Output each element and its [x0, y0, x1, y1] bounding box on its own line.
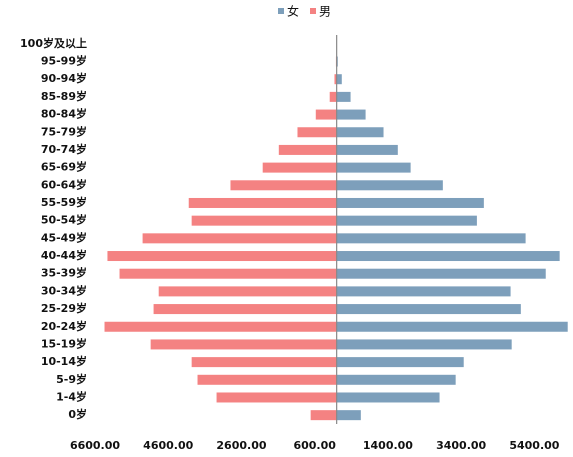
- y-tick-label: 25-29岁: [41, 301, 87, 315]
- bar: [297, 127, 337, 138]
- bar: [336, 268, 546, 279]
- bar: [336, 304, 521, 315]
- y-tick-label: 55-59岁: [41, 195, 87, 209]
- bar: [336, 410, 361, 421]
- bar: [336, 127, 384, 138]
- y-tick-label: 80-84岁: [41, 107, 87, 121]
- bar: [230, 180, 337, 191]
- legend-swatch: [278, 8, 284, 14]
- y-tick-label: 90-94岁: [41, 71, 87, 85]
- bar: [150, 339, 337, 350]
- bar: [191, 215, 337, 226]
- y-tick-label: 70-74岁: [41, 142, 87, 156]
- bar: [104, 321, 337, 332]
- bar: [336, 74, 342, 85]
- bar: [336, 109, 366, 120]
- x-tick-label: 5400.00: [509, 439, 559, 452]
- x-tick-label: 4600.00: [143, 439, 193, 452]
- bar: [336, 357, 464, 368]
- y-tick-label: 5-9岁: [56, 372, 87, 386]
- y-tick-label: 75-79岁: [41, 124, 87, 138]
- legend-label: 男: [319, 5, 331, 19]
- bar: [188, 197, 337, 208]
- bar: [336, 392, 440, 403]
- y-tick-label: 60-64岁: [41, 177, 87, 191]
- y-tick-label: 85-89岁: [41, 89, 87, 103]
- bar: [191, 357, 337, 368]
- y-tick-label: 0岁: [68, 407, 87, 421]
- y-tick-label: 50-54岁: [41, 213, 87, 227]
- y-tick-label: 15-19岁: [41, 336, 87, 350]
- bar: [336, 251, 560, 262]
- bar: [216, 392, 337, 403]
- legend-swatch: [310, 8, 316, 14]
- y-tick-label: 30-34岁: [41, 283, 87, 297]
- bar: [278, 144, 337, 155]
- x-tick-label: 1400.00: [363, 439, 413, 452]
- bar: [336, 286, 511, 297]
- y-tick-label: 65-69岁: [41, 160, 87, 174]
- legend-label: 女: [287, 4, 299, 19]
- bar: [336, 374, 456, 385]
- bar: [336, 91, 351, 102]
- x-tick-label: 600.00: [293, 439, 336, 452]
- bar: [336, 215, 477, 226]
- bar: [107, 251, 337, 262]
- bar: [310, 410, 337, 421]
- bar: [334, 74, 337, 85]
- x-tick-label: 2600.00: [216, 439, 266, 452]
- bar: [336, 233, 526, 244]
- bar: [142, 233, 337, 244]
- bar: [197, 374, 337, 385]
- bar: [336, 339, 512, 350]
- bar: [262, 162, 337, 173]
- y-tick-label: 10-14岁: [41, 354, 87, 368]
- x-tick-label: 3400.00: [436, 439, 486, 452]
- bar: [336, 144, 398, 155]
- y-tick-label: 20-24岁: [41, 319, 87, 333]
- y-tick-label: 100岁及以上: [20, 36, 87, 50]
- bar: [336, 180, 443, 191]
- bar: [336, 162, 411, 173]
- bar: [336, 197, 484, 208]
- bar: [336, 321, 568, 332]
- bar: [329, 91, 337, 102]
- y-tick-label: 95-99岁: [41, 54, 87, 68]
- bar: [119, 268, 337, 279]
- bar: [153, 304, 337, 315]
- bar: [315, 109, 337, 120]
- y-tick-label: 1-4岁: [56, 389, 87, 403]
- x-tick-label: 6600.00: [70, 439, 120, 452]
- y-tick-label: 35-39岁: [41, 266, 87, 280]
- bar: [158, 286, 337, 297]
- y-tick-label: 45-49岁: [41, 230, 87, 244]
- y-tick-label: 40-44岁: [41, 248, 87, 262]
